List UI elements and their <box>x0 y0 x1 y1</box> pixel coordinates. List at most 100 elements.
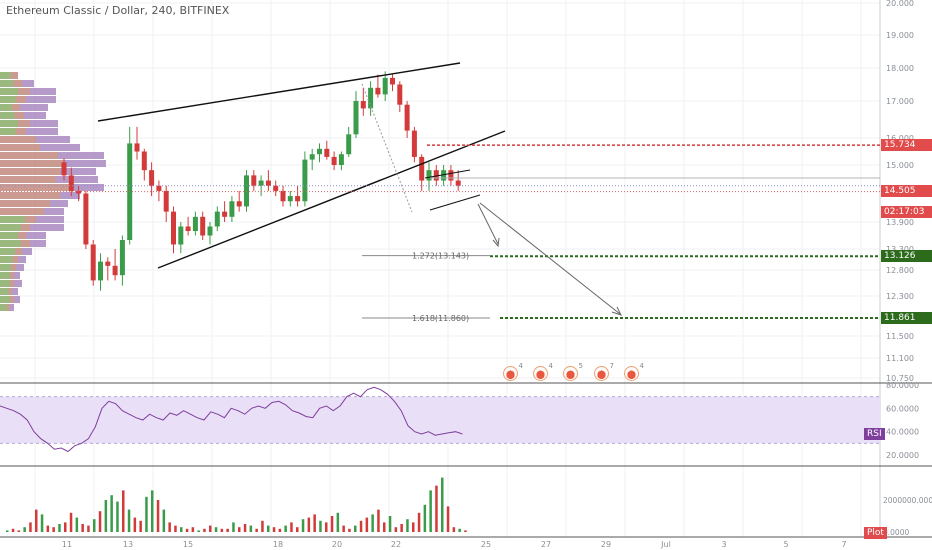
volume-profile-bar <box>10 304 14 311</box>
candle-body <box>105 261 111 266</box>
volume-tick-label: 0.0000 <box>883 528 909 537</box>
volume-bar <box>313 514 316 532</box>
candle-body <box>90 244 96 281</box>
projection-arrow <box>477 203 499 245</box>
candle-body <box>83 193 89 245</box>
price-tick-label: 15.000 <box>886 161 914 170</box>
volume-profile-bar <box>70 184 104 191</box>
rsi-tick-label: 80.0000 <box>886 381 919 390</box>
date-tick-label: 7 <box>841 540 846 549</box>
volume-bar <box>446 506 450 532</box>
economic-event-icon[interactable]: 4 <box>533 362 553 381</box>
volume-bar <box>388 516 392 532</box>
volume-profile-bar <box>0 272 10 279</box>
volume-bar <box>412 522 415 532</box>
price-badge: 13.126 <box>881 250 932 263</box>
volume-bar <box>278 528 282 532</box>
volume-bar <box>46 525 50 532</box>
volume-bar <box>110 495 113 532</box>
rsi-badge: RSI <box>864 428 885 440</box>
volume-bar <box>220 528 224 532</box>
volume-profile-bar <box>12 288 18 295</box>
volume-bar <box>307 517 311 532</box>
volume-profile-bar <box>22 80 34 87</box>
volume-bar <box>40 514 44 532</box>
flag-upper <box>424 169 471 179</box>
date-tick-label: Jul <box>660 540 671 549</box>
volume-profile-bar <box>0 184 70 191</box>
volume-bar <box>122 490 125 532</box>
volume-bar <box>127 509 131 532</box>
candle-body <box>156 185 162 191</box>
candle-body <box>273 185 279 191</box>
volume-profile-bar <box>18 256 26 263</box>
volume-bar <box>284 525 287 532</box>
volume-bar <box>185 528 189 532</box>
volume-bar <box>394 527 398 532</box>
price-tick-label: 12.800 <box>886 266 914 275</box>
volume-profile-bar <box>0 88 18 95</box>
volume-bar <box>342 525 345 532</box>
volume-bar <box>11 528 15 532</box>
candle-body <box>324 148 330 157</box>
volume-bar <box>180 527 183 532</box>
price-tick-label: 17.000 <box>886 97 914 106</box>
rsi-tick-label: 40.0000 <box>886 428 919 437</box>
candle-body <box>258 180 264 186</box>
volume-bar <box>354 525 357 532</box>
candle-body <box>280 190 286 202</box>
volume-bar <box>232 522 235 532</box>
volume-bar <box>69 512 73 532</box>
volume-bar <box>441 477 444 532</box>
volume-bar <box>29 522 32 532</box>
candle-body <box>61 162 67 176</box>
economic-event-icon[interactable]: 7 <box>594 362 614 381</box>
volume-profile-bar <box>0 112 15 119</box>
volume-bar <box>191 527 195 532</box>
candle-body <box>149 170 155 186</box>
volume-bar <box>464 530 467 532</box>
event-count: 5 <box>578 362 583 370</box>
volume-profile-bar <box>0 256 13 263</box>
volume-profile-bar <box>0 280 10 287</box>
volume-bar <box>249 525 253 532</box>
volume-profile-bar <box>20 104 48 111</box>
volume-profile-bar <box>0 152 58 159</box>
economic-event-icon[interactable]: 4 <box>624 362 644 381</box>
volume-profile-bar <box>60 192 80 199</box>
fib-level-label: 1.272(13.143) <box>412 252 469 261</box>
volume-profile-bar <box>58 152 104 159</box>
candle-body <box>287 196 293 202</box>
volume-profile-bar <box>0 240 21 247</box>
candle-body <box>317 148 322 155</box>
projection-arrow <box>479 202 621 315</box>
candle-body <box>251 175 257 186</box>
candle-body <box>178 226 184 245</box>
economic-event-icon[interactable]: 4 <box>503 362 523 381</box>
volume-profile-bar <box>0 128 16 135</box>
volume-bar <box>23 527 26 532</box>
candle-body <box>222 211 228 217</box>
volume-bar <box>139 520 142 532</box>
candle-body <box>185 226 191 231</box>
volume-bar <box>423 504 427 532</box>
date-tick-label: 29 <box>601 540 611 549</box>
price-tick-label: 13.900 <box>886 218 914 227</box>
volume-profile-bar <box>0 104 12 111</box>
volume-bar <box>255 528 258 532</box>
price-badge: 15.734 <box>881 139 932 152</box>
economic-event-icon[interactable]: 5 <box>563 362 583 381</box>
volume-profile-bar <box>0 224 21 231</box>
date-tick-label: 27 <box>541 540 551 549</box>
volume-bar <box>104 500 108 532</box>
candle-body <box>397 84 403 105</box>
candle-body <box>134 143 140 152</box>
volume-bar <box>203 528 206 532</box>
volume-bar <box>336 512 340 532</box>
candle-body <box>295 196 301 202</box>
price-badge: 11.861 <box>881 311 932 324</box>
candle-body <box>338 154 344 165</box>
volume-bar <box>296 527 299 532</box>
